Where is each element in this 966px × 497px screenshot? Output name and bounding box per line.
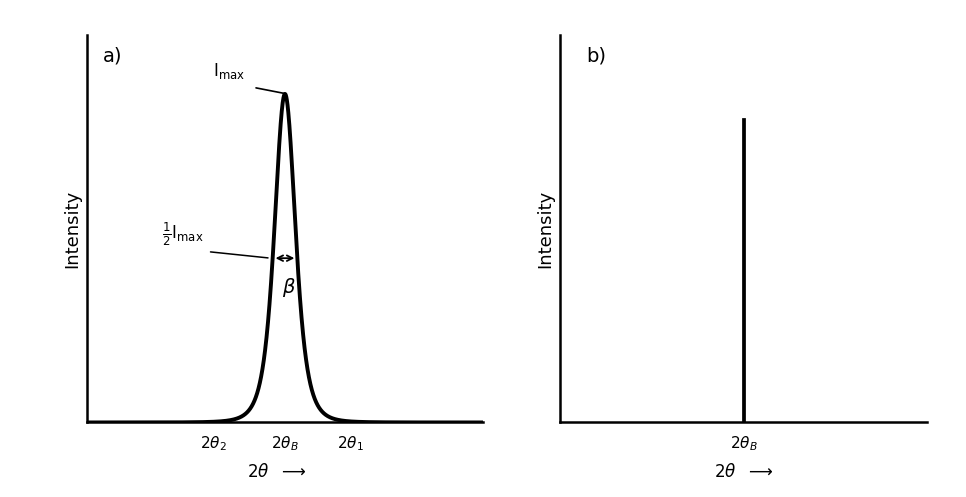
Text: $2\theta_B$: $2\theta_B$ [730,434,757,453]
Text: $2\theta_2$: $2\theta_2$ [200,434,227,453]
Text: $\beta$: $\beta$ [282,276,296,299]
Y-axis label: Intensity: Intensity [537,189,554,268]
Text: $2\theta$  $\longrightarrow$: $2\theta$ $\longrightarrow$ [247,463,307,481]
Y-axis label: Intensity: Intensity [64,189,81,268]
Text: I$_{\mathrm{max}}$: I$_{\mathrm{max}}$ [213,61,245,81]
Text: $\frac{1}{2}$I$_{\mathrm{max}}$: $\frac{1}{2}$I$_{\mathrm{max}}$ [162,221,204,248]
Text: a): a) [102,46,123,66]
Text: $2\theta$  $\longrightarrow$: $2\theta$ $\longrightarrow$ [714,463,774,481]
Text: b): b) [586,46,606,66]
Text: $2\theta_1$: $2\theta_1$ [337,434,363,453]
Text: $2\theta_B$: $2\theta_B$ [271,434,298,453]
